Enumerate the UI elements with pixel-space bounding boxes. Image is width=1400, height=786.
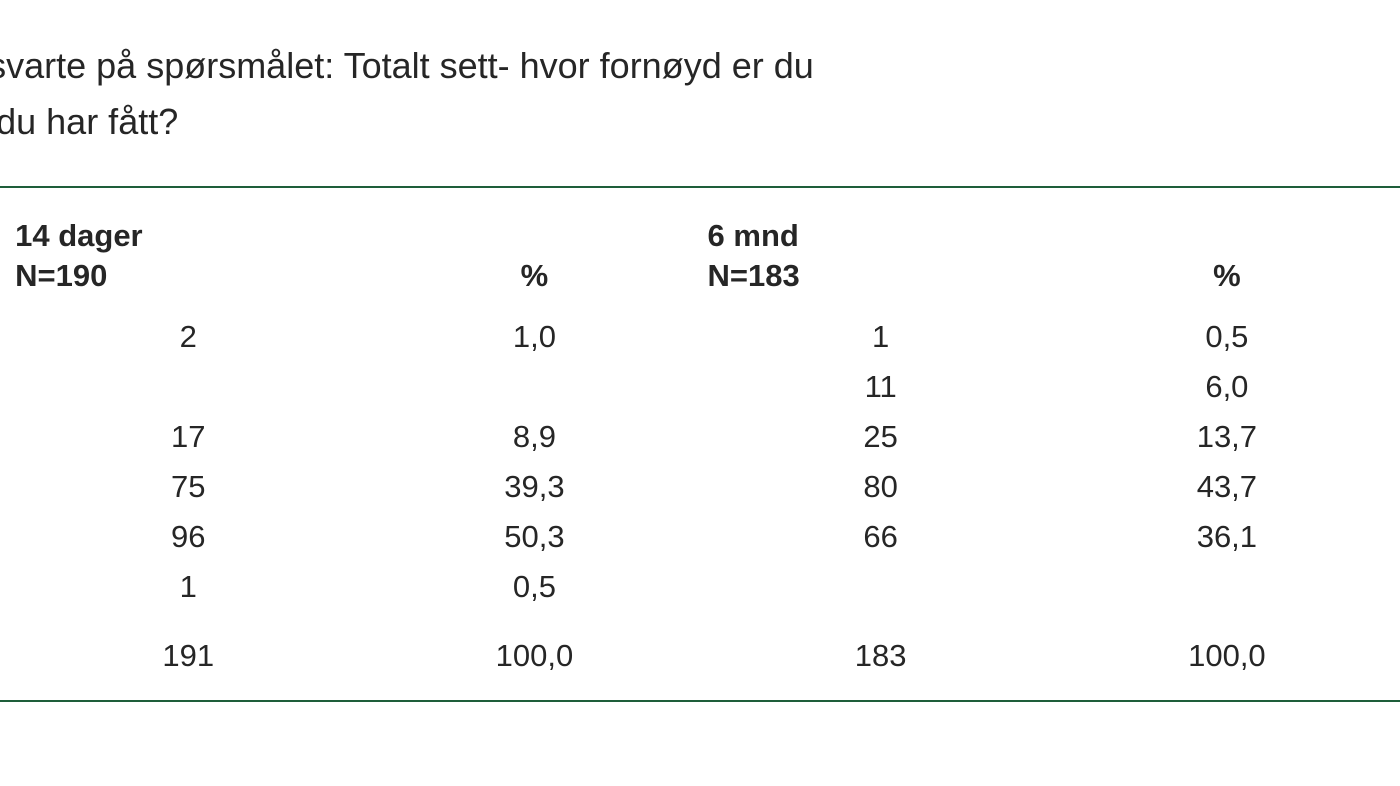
row-p1: 0,5 bbox=[361, 562, 707, 612]
row-v1 bbox=[15, 362, 361, 412]
row-p2: 43,7 bbox=[1054, 462, 1400, 512]
table-row: 75 39,3 80 43,7 bbox=[0, 462, 1400, 512]
row-p1 bbox=[361, 362, 707, 412]
row-p1: 8,9 bbox=[361, 412, 707, 462]
row-label: d bbox=[0, 312, 15, 362]
header-period-1: 14 dager bbox=[15, 187, 361, 256]
row-label bbox=[0, 412, 15, 462]
row-v1: 75 bbox=[15, 462, 361, 512]
row-v2: 11 bbox=[708, 362, 1054, 412]
table-row: øyd 11 6,0 bbox=[0, 362, 1400, 412]
table-total-row: 191 100,0 183 100,0 bbox=[0, 612, 1400, 701]
total-p2: 100,0 bbox=[1054, 612, 1400, 701]
row-v2: 1 bbox=[708, 312, 1054, 362]
row-p2 bbox=[1054, 562, 1400, 612]
row-label bbox=[0, 562, 15, 612]
header-pct1: % bbox=[361, 256, 707, 312]
table-header-row-2: N=190 % N=183 % bbox=[0, 256, 1400, 312]
row-label bbox=[0, 462, 15, 512]
row-label bbox=[0, 512, 15, 562]
caption-line-2: asjonen du har fått? bbox=[0, 101, 178, 142]
row-v2: 80 bbox=[708, 462, 1054, 512]
row-v1: 96 bbox=[15, 512, 361, 562]
row-p2: 36,1 bbox=[1054, 512, 1400, 562]
table-row: 17 8,9 25 13,7 bbox=[0, 412, 1400, 462]
total-v1: 191 bbox=[15, 612, 361, 701]
row-p1: 39,3 bbox=[361, 462, 707, 512]
header-n1: N=190 bbox=[15, 256, 361, 312]
header-empty-3 bbox=[1054, 187, 1400, 256]
row-v1: 17 bbox=[15, 412, 361, 462]
row-p2: 0,5 bbox=[1054, 312, 1400, 362]
header-pct2: % bbox=[1054, 256, 1400, 312]
row-p1: 50,3 bbox=[361, 512, 707, 562]
header-n2: N=183 bbox=[708, 256, 1054, 312]
row-p2: 13,7 bbox=[1054, 412, 1400, 462]
header-empty-4 bbox=[0, 256, 15, 312]
caption-line-1: ientene svarte på spørsmålet: Totalt set… bbox=[0, 45, 814, 86]
satisfaction-table: 14 dager 6 mnd N=190 % N=183 % d 2 1, bbox=[0, 186, 1400, 702]
header-period-2: 6 mnd bbox=[708, 187, 1054, 256]
total-label bbox=[0, 612, 15, 701]
row-p2: 6,0 bbox=[1054, 362, 1400, 412]
row-v2: 25 bbox=[708, 412, 1054, 462]
satisfaction-table-container: 14 dager 6 mnd N=190 % N=183 % d 2 1, bbox=[0, 186, 1400, 702]
header-empty-2 bbox=[361, 187, 707, 256]
row-v2: 66 bbox=[708, 512, 1054, 562]
row-v1: 1 bbox=[15, 562, 361, 612]
header-empty bbox=[0, 187, 15, 256]
row-v1: 2 bbox=[15, 312, 361, 362]
row-label: øyd bbox=[0, 362, 15, 412]
table-header-row-1: 14 dager 6 mnd bbox=[0, 187, 1400, 256]
total-p1: 100,0 bbox=[361, 612, 707, 701]
table-row: 96 50,3 66 36,1 bbox=[0, 512, 1400, 562]
total-v2: 183 bbox=[708, 612, 1054, 701]
table-row: 1 0,5 bbox=[0, 562, 1400, 612]
table-caption: ientene svarte på spørsmålet: Totalt set… bbox=[0, 38, 1400, 150]
table-row: d 2 1,0 1 0,5 bbox=[0, 312, 1400, 362]
row-v2 bbox=[708, 562, 1054, 612]
row-p1: 1,0 bbox=[361, 312, 707, 362]
